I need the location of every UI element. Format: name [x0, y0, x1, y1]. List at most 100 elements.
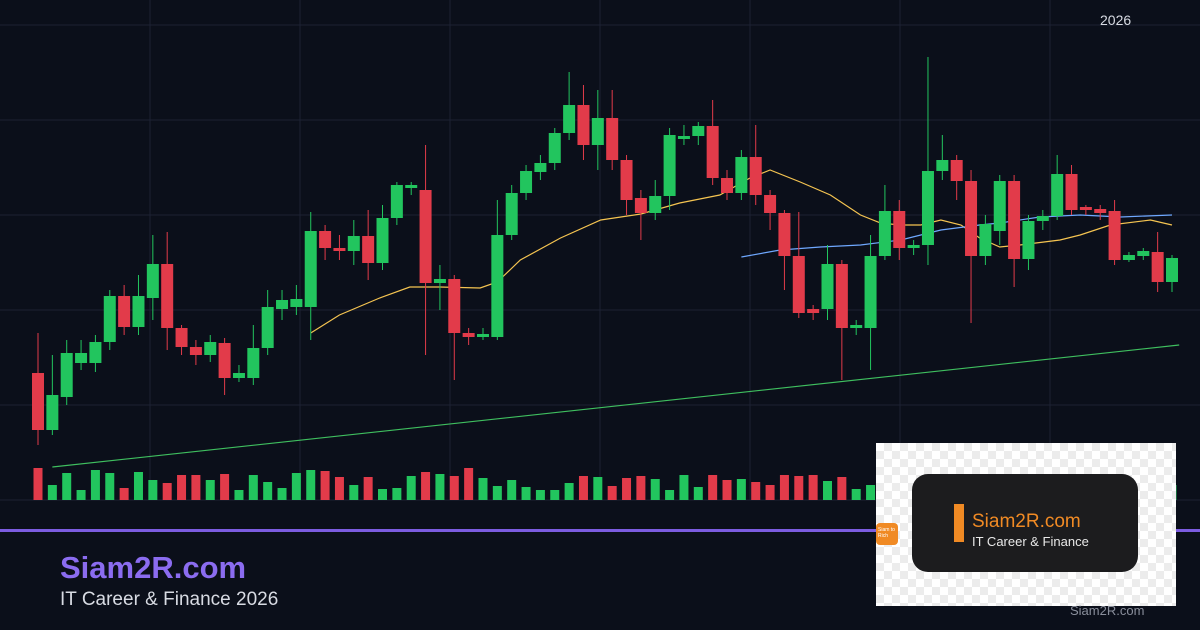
watermark: Siam2R.com	[1070, 603, 1145, 618]
candle-body	[993, 181, 1006, 231]
candle-body	[692, 126, 705, 136]
candle-body	[563, 105, 576, 133]
candle-body	[390, 185, 403, 218]
volume-bar	[234, 490, 244, 500]
candle-body	[577, 105, 590, 145]
candle-body	[706, 126, 719, 178]
volume-bar	[263, 482, 273, 500]
logo-card: Siam2R.com IT Career & Finance	[912, 474, 1138, 572]
volume-bar	[449, 476, 459, 500]
volume-bar	[607, 486, 617, 500]
period-label: 2026	[1100, 12, 1132, 28]
candle-body	[1151, 252, 1164, 282]
brand-title: Siam2R.com	[60, 550, 247, 585]
volume-bar	[435, 474, 445, 500]
divider	[0, 529, 1200, 532]
candle-body	[850, 325, 863, 328]
volume-bar	[564, 483, 574, 500]
volume-bar	[334, 477, 344, 500]
candle-body	[491, 235, 504, 337]
candle-body	[821, 264, 834, 309]
volume-bar	[693, 487, 703, 500]
candle-body	[103, 296, 116, 342]
candle-body	[649, 196, 662, 213]
indicator-line	[52, 344, 1180, 468]
candle-body	[620, 160, 633, 200]
volume-bar	[866, 485, 876, 500]
card-title: Siam2R.com	[972, 511, 1081, 532]
candle-body	[448, 279, 461, 333]
candle-body	[591, 118, 604, 145]
candle-body	[921, 171, 934, 245]
candle-body	[893, 211, 906, 248]
volume-bar	[550, 490, 560, 500]
candle-body	[132, 296, 145, 327]
logo-overlay: Siam2R.com IT Career & Finance Siam to R…	[876, 443, 1176, 606]
candle-body	[1166, 258, 1178, 282]
volume-bar	[492, 486, 502, 500]
candle-body	[965, 181, 978, 256]
volume-bar	[277, 488, 287, 500]
volume-bar	[808, 475, 818, 500]
volume-bar	[679, 475, 689, 500]
volume-bar	[291, 473, 301, 500]
volume-bar	[47, 485, 57, 500]
volume-bar	[320, 471, 330, 500]
candle-body	[1122, 255, 1135, 260]
volume-bar	[478, 478, 488, 500]
volume-bar	[636, 476, 646, 500]
candle-body	[319, 231, 332, 248]
volume-bar	[363, 477, 373, 500]
candle-body	[75, 353, 88, 363]
candle-body	[146, 264, 159, 298]
volume-bar	[76, 490, 86, 500]
card-subtitle: IT Career & Finance	[972, 534, 1089, 549]
candle-body	[362, 236, 375, 263]
volume-bar	[119, 488, 129, 500]
candle-body	[878, 211, 891, 256]
candle-body	[189, 347, 202, 355]
volume-bar	[722, 480, 732, 500]
volume-bar	[851, 489, 861, 500]
candle-body	[1108, 211, 1121, 260]
volume-bar	[248, 475, 258, 500]
candle-body	[247, 348, 260, 378]
volume-bar	[133, 472, 143, 500]
candle-body	[764, 195, 777, 213]
candle-body	[721, 178, 734, 193]
candle-body	[476, 334, 489, 337]
small-logo: Siam to Rich	[876, 523, 898, 545]
volume-bar	[378, 489, 388, 500]
volume-bar	[593, 477, 603, 500]
volume-bar	[837, 477, 847, 500]
volume-bar	[751, 482, 761, 500]
volume-bar	[507, 480, 517, 500]
candle-body	[548, 133, 561, 163]
volume-bar	[62, 473, 72, 500]
volume-bar	[779, 475, 789, 500]
volume-bar	[306, 470, 316, 500]
candle-body	[218, 343, 231, 378]
indicator-line	[741, 214, 1173, 258]
candle-body	[1137, 251, 1150, 256]
candle-body	[347, 236, 360, 251]
candle-body	[979, 224, 992, 256]
candle-body	[1079, 207, 1092, 210]
candle-body	[405, 185, 418, 188]
candle-body	[89, 342, 102, 363]
volume-bar	[90, 470, 100, 500]
candle-body	[433, 279, 446, 283]
candle-body	[864, 256, 877, 328]
candle-body	[1022, 221, 1035, 259]
volume-bar	[535, 490, 545, 500]
candle-body	[907, 245, 920, 248]
candle-body	[534, 163, 547, 172]
candle-body	[232, 373, 245, 378]
candle-body	[936, 160, 949, 171]
candle-body	[1036, 216, 1049, 221]
candle-body	[606, 118, 619, 160]
candle-body	[520, 171, 533, 193]
candle-body	[118, 296, 131, 327]
candle-body	[778, 213, 791, 256]
